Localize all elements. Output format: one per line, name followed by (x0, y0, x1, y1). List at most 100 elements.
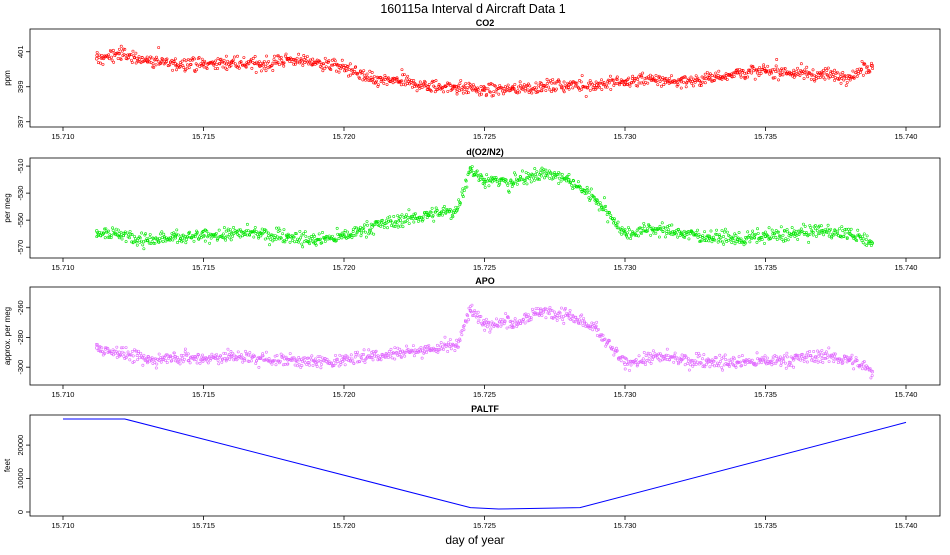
x-tick-label: 15.710 (52, 132, 75, 141)
y-axis-label: per meg (3, 193, 12, 222)
plot-frame (30, 29, 940, 127)
data-point (696, 361, 698, 363)
data-point (514, 174, 516, 176)
data-point (272, 69, 274, 71)
data-point (467, 319, 469, 321)
data-point (393, 215, 395, 217)
data-point (394, 225, 396, 227)
data-point (500, 318, 502, 320)
data-point (159, 240, 161, 242)
data-point (637, 78, 639, 80)
data-point (383, 226, 385, 228)
data-point (493, 90, 495, 92)
data-point (828, 360, 830, 362)
data-point (870, 62, 872, 64)
data-point (461, 334, 463, 336)
data-point (196, 362, 198, 364)
data-point (786, 228, 788, 230)
data-point (298, 363, 300, 365)
data-point (778, 71, 780, 73)
data-point (807, 241, 809, 243)
data-point (120, 45, 122, 47)
data-point (845, 77, 847, 79)
data-point (361, 232, 363, 234)
data-point (154, 361, 156, 363)
data-point (861, 60, 863, 62)
data-point (738, 231, 740, 233)
y-axis-label: ppm (3, 70, 12, 86)
data-point (214, 60, 216, 62)
y-axis-label: approx. per meg (3, 307, 12, 365)
data-point (231, 235, 233, 237)
x-tick-label: 15.730 (614, 263, 637, 272)
data-point (312, 58, 314, 60)
data-point (492, 94, 494, 96)
data-point (532, 177, 534, 179)
data-point (758, 66, 760, 68)
data-point (527, 89, 529, 91)
data-point (517, 86, 519, 88)
data-point (444, 336, 446, 338)
data-point (749, 241, 751, 243)
data-point (827, 224, 829, 226)
data-point (800, 228, 802, 230)
data-point (339, 354, 341, 356)
data-point (796, 67, 798, 69)
data-point (721, 366, 723, 368)
data-point (568, 173, 570, 175)
data-point (471, 304, 473, 306)
data-point (305, 363, 307, 365)
data-point (831, 237, 833, 239)
data-point (337, 360, 339, 362)
data-point (175, 69, 177, 71)
data-point (556, 319, 558, 321)
data-point (772, 358, 774, 360)
data-point (502, 93, 504, 95)
data-point (373, 233, 375, 235)
data-point (846, 81, 848, 83)
data-point (530, 181, 532, 183)
data-point (350, 354, 352, 356)
y-tick-label: -260 (16, 300, 25, 315)
data-point (200, 234, 202, 236)
data-point (767, 65, 769, 67)
data-point (252, 57, 254, 59)
data-point (152, 63, 154, 65)
data-point (804, 225, 806, 227)
data-point (865, 72, 867, 74)
data-point (459, 339, 461, 341)
data-point (713, 365, 715, 367)
plot-frame (30, 158, 940, 258)
data-point (155, 56, 157, 58)
data-point (687, 360, 689, 362)
data-point (408, 222, 410, 224)
data-point (462, 92, 464, 94)
data-point (571, 184, 573, 186)
data-point (758, 74, 760, 76)
x-tick-label: 15.735 (754, 521, 777, 530)
data-point (281, 59, 283, 61)
data-point (227, 348, 229, 350)
data-point (827, 354, 829, 356)
data-point (421, 86, 423, 88)
data-point (504, 86, 506, 88)
data-point (399, 216, 401, 218)
data-point (368, 349, 370, 351)
data-point (511, 185, 513, 187)
data-point (631, 78, 633, 80)
y-tick-label: 401 (16, 45, 25, 58)
data-point (216, 63, 218, 65)
data-point (697, 236, 699, 238)
data-point (201, 58, 203, 60)
data-point (764, 231, 766, 233)
data-point (726, 231, 728, 233)
data-point (318, 233, 320, 235)
data-point (447, 342, 449, 344)
data-point (817, 355, 819, 357)
data-point (131, 350, 133, 352)
data-point (859, 71, 861, 73)
data-point (98, 54, 100, 56)
data-point (265, 351, 267, 353)
